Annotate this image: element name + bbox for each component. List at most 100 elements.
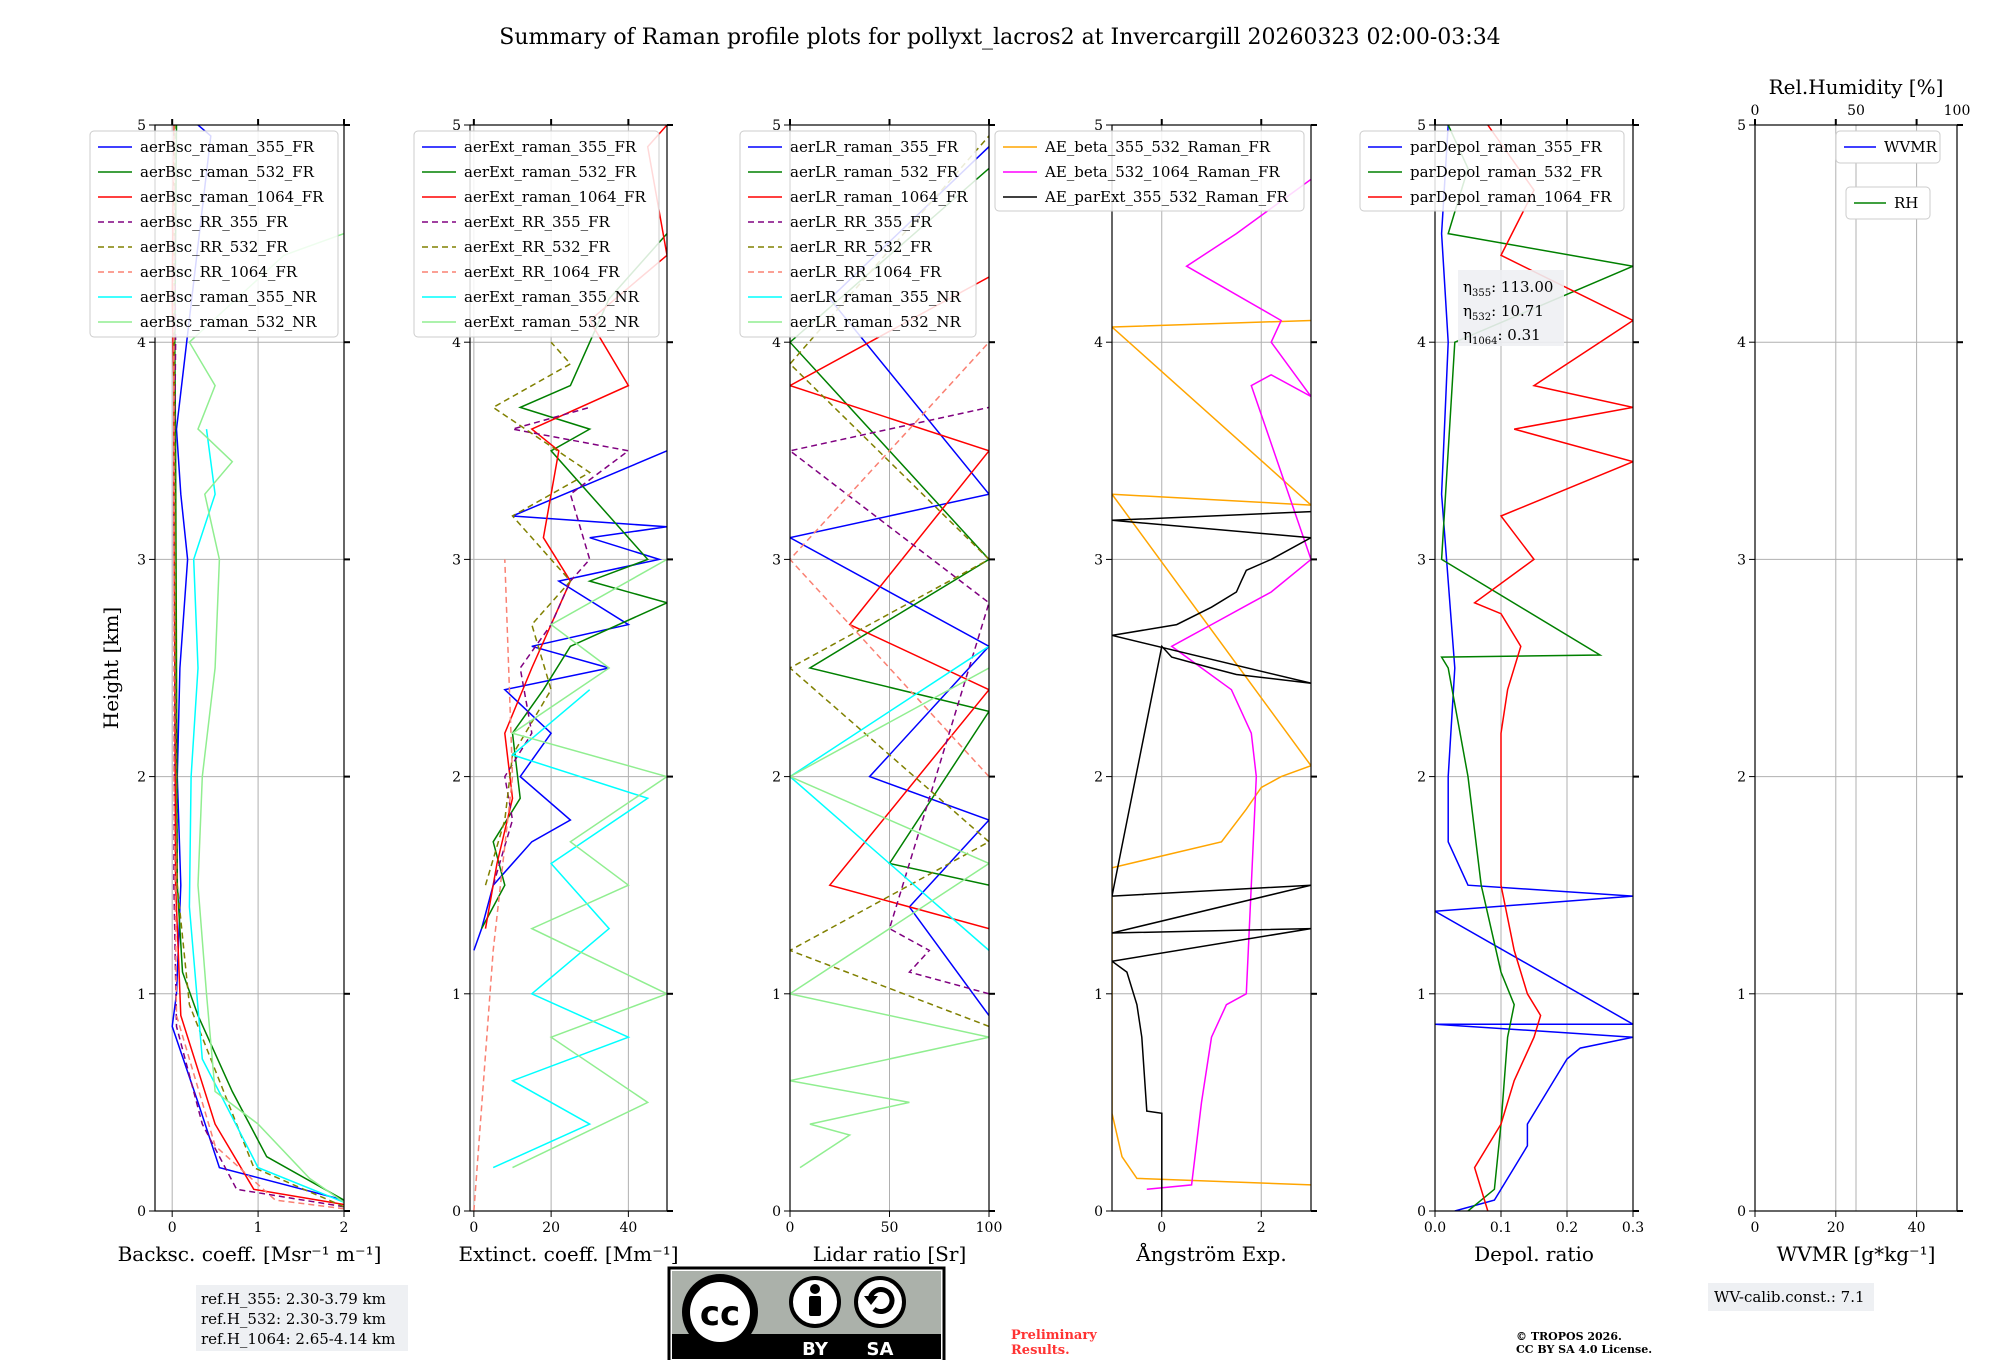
y-tick-label: 2 <box>1094 770 1103 786</box>
legend: AE_beta_355_532_Raman_FR AE_beta_532_1064… <box>994 130 1305 212</box>
y-tick-label: 5 <box>1094 118 1103 134</box>
x2-tick-label: 50 <box>1847 103 1865 119</box>
legend: parDepol_raman_355_FR parDepol_raman_532_… <box>1359 130 1625 212</box>
ref-heights-bg <box>196 1285 408 1351</box>
legend-label: aerExt_RR_532_FR <box>464 238 611 256</box>
x-tick-label: 100 <box>976 1220 1003 1236</box>
legend: WVMR RH <box>1835 130 1941 220</box>
y-tick-label: 3 <box>137 552 146 568</box>
legend-label: aerBsc_raman_532_FR <box>140 163 315 181</box>
legend-label: aerExt_RR_1064_FR <box>464 263 620 281</box>
figure-title: Summary of Raman profile plots for polly… <box>499 25 1500 50</box>
panel-ae: 0 1 2 3 4 5 0 2 Ångström Exp. AE_beta_355_532_Ram… <box>994 118 1317 1266</box>
eta-box <box>1458 270 1564 346</box>
legend-label: aerLR_RR_355_FR <box>790 213 932 231</box>
series-aerLR_raman_532_NR <box>790 667 989 1169</box>
axes-frame <box>1754 124 1958 1212</box>
legend-label: aerLR_raman_355_FR <box>790 138 959 156</box>
preliminary-line2: Results. <box>1011 1343 1070 1358</box>
series-aerLR_RR_355_FR <box>790 406 989 995</box>
y-tick-label: 1 <box>452 987 461 1003</box>
series-group <box>473 125 667 1211</box>
y-tick-label: 1 <box>1737 987 1746 1003</box>
series-aerBsc_RR_1064_FR <box>173 125 344 1210</box>
legend-label: parDepol_raman_1064_FR <box>1410 188 1612 206</box>
eta355-value: 113.00 <box>1501 278 1554 296</box>
y-tick-label: 4 <box>1094 335 1103 351</box>
y-tick-label: 2 <box>137 770 146 786</box>
x2-tick-label: 0 <box>1751 103 1760 119</box>
ref-height-355: ref.H_355: 2.30-3.79 km <box>201 1290 386 1308</box>
eta1064-value: 0.31 <box>1507 326 1540 344</box>
x-tick-label: 2 <box>1257 1220 1266 1236</box>
series-aerExt_raman_355_NR <box>492 689 650 1169</box>
x-tick-label: 0 <box>1751 1220 1760 1236</box>
legend-label: AE_parExt_355_532_Raman_FR <box>1044 188 1289 206</box>
x-tick-label: 0.1 <box>1490 1220 1512 1236</box>
ref-heights-box: ref.H_355: 2.30-3.79 km ref.H_532: 2.30-… <box>196 1285 408 1351</box>
y-tick-label: 1 <box>1094 987 1103 1003</box>
legend-label: AE_beta_355_532_Raman_FR <box>1044 138 1271 156</box>
panel-bsc: 0 1 2 3 4 5 0 1 2 Backsc. coeff. [Msr⁻¹ m⁻¹] Heigh… <box>89 118 382 1266</box>
series-group <box>1435 125 1633 1211</box>
y-tick-label: 1 <box>772 987 781 1003</box>
x-tick-label: 20 <box>1827 1220 1845 1236</box>
legend-box <box>89 130 339 338</box>
axes-frame <box>1111 124 1312 1212</box>
x-tick-label: 0 <box>786 1220 795 1236</box>
legend-label: aerBsc_raman_355_NR <box>140 288 317 306</box>
series-parDepol_raman_532_FR <box>1440 125 1633 1211</box>
series-group <box>1112 178 1311 1211</box>
y-tick-label: 0 <box>137 1204 146 1220</box>
badge-sa-text: SA <box>867 1339 894 1360</box>
y-tick-label: 3 <box>452 552 461 568</box>
x-axis-label: Lidar ratio [Sr] <box>813 1242 967 1266</box>
legend-label: aerBsc_RR_355_FR <box>140 213 288 231</box>
axes-frame <box>1434 124 1634 1212</box>
x-tick-label: 0 <box>469 1220 478 1236</box>
y-tick-label: 2 <box>772 770 781 786</box>
y-tick-label: 4 <box>772 335 781 351</box>
x-tick-label: 20 <box>542 1220 560 1236</box>
legend-label: aerLR_RR_532_FR <box>790 238 932 256</box>
y-tick-label: 3 <box>772 552 781 568</box>
series-aerLR_raman_1064_FR <box>790 276 989 930</box>
y-tick-label: 1 <box>137 987 146 1003</box>
y-tick-label: 0 <box>452 1204 461 1220</box>
series-parDepol_raman_1064_FR <box>1473 125 1633 1211</box>
x2-tick-label: 100 <box>1944 103 1971 119</box>
x2-axis-label: Rel.Humidity [%] <box>1769 75 1944 99</box>
legend-label: aerBsc_RR_1064_FR <box>140 263 298 281</box>
series-AE_parExt_355_532_Raman_FR <box>1112 510 1311 1211</box>
series-aerExt_RR_532_FR <box>484 341 592 886</box>
y-tick-label: 0 <box>772 1204 781 1220</box>
legend-label: aerBsc_raman_1064_FR <box>140 188 324 206</box>
series-parDepol_raman_355_FR <box>1435 125 1633 1211</box>
legend: aerBsc_raman_355_FR aerBsc_raman_532_FRae… <box>89 130 339 338</box>
legend: aerLR_raman_355_FR aerLR_raman_532_FR aerL… <box>739 130 977 338</box>
legend-label: aerBsc_RR_532_FR <box>140 238 288 256</box>
legend-label: aerExt_raman_355_FR <box>464 138 637 156</box>
y-tick-label: 3 <box>1737 552 1746 568</box>
y-tick-label: 2 <box>1417 770 1426 786</box>
series-aerLR_raman_355_NR <box>790 645 989 951</box>
axes-frame <box>469 124 668 1212</box>
legend-label: aerBsc_raman_355_FR <box>140 138 315 156</box>
legend: aerExt_raman_355_FR aerExt_raman_532_FRae… <box>413 130 660 338</box>
legend-label: aerLR_raman_355_NR <box>790 288 961 306</box>
x-axis-label: Backsc. coeff. [Msr⁻¹ m⁻¹] <box>118 1242 382 1266</box>
x-axis-label: WVMR [g*kg⁻¹] <box>1777 1242 1936 1266</box>
x-axis-label: Ångström Exp. <box>1135 1241 1286 1266</box>
y-tick-label: 5 <box>452 118 461 134</box>
eta-annotation: η355: 113.00 η532: 10.71 η1064: 0.31 <box>1458 270 1564 347</box>
legend-box <box>1845 186 1931 220</box>
y-tick-label: 5 <box>137 118 146 134</box>
x-tick-label: 0 <box>168 1220 177 1236</box>
wv-calib-box: WV-calib.const.: 7.1 <box>1708 1283 1874 1311</box>
y-axis-label: Height [km] <box>99 607 123 729</box>
copyright-line1: © TROPOS 2026. <box>1516 1330 1622 1343</box>
y-tick-label: 4 <box>1417 335 1426 351</box>
series-aerExt_raman_532_FR <box>480 233 667 929</box>
y-tick-label: 4 <box>1737 335 1746 351</box>
